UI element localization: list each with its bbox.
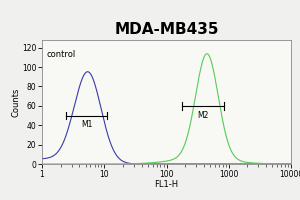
X-axis label: FL1-H: FL1-H — [154, 180, 178, 189]
Text: M1: M1 — [81, 120, 92, 129]
Y-axis label: Counts: Counts — [12, 87, 21, 117]
Text: M2: M2 — [197, 111, 208, 120]
Text: control: control — [47, 50, 76, 59]
Title: MDA-MB435: MDA-MB435 — [114, 22, 219, 37]
